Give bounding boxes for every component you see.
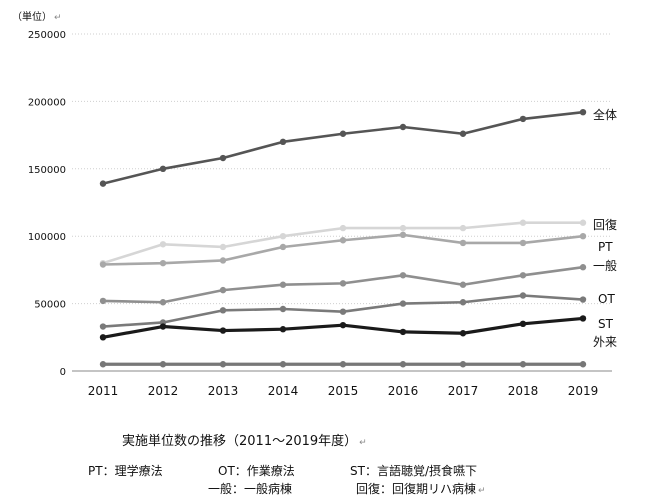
series-label: ST (598, 317, 614, 331)
series-line (102, 110, 584, 185)
data-point (159, 241, 167, 248)
data-point (159, 361, 167, 368)
data-point (399, 328, 407, 336)
y-tick-label: 150000 (28, 165, 66, 176)
data-point (279, 243, 287, 251)
data-point (519, 320, 527, 328)
data-point (519, 115, 527, 123)
data-point (279, 326, 287, 333)
data-point (399, 231, 407, 239)
data-point (399, 272, 407, 279)
x-tick-label: 2016 (388, 384, 419, 398)
data-point (399, 224, 407, 232)
footnote-pt: PT：理学療法 (88, 464, 163, 478)
data-point (519, 219, 527, 226)
chart-caption: 実施単位数の推移（2011～2019年度） ↵ (122, 434, 367, 449)
x-tick-label: 2017 (448, 384, 479, 398)
y-tick-label: 50000 (34, 300, 66, 311)
x-tick-label: 2014 (268, 384, 299, 398)
x-tick-label: 2012 (148, 384, 179, 398)
y-tick-label: 100000 (28, 232, 66, 243)
data-point (579, 233, 587, 240)
series-label: 一般 (593, 258, 617, 273)
footnote-ippan: 一般：一般病棟 (208, 482, 293, 496)
y-tick-label: 200000 (28, 97, 66, 108)
data-point (219, 286, 227, 294)
x-tick-label: 2018 (508, 384, 539, 398)
data-point (279, 233, 287, 240)
data-point (339, 130, 347, 137)
series-label: PT (598, 240, 613, 254)
data-point (339, 321, 347, 329)
unit-label: （単位） ↵ (12, 12, 62, 23)
y-tick-label: 250000 (28, 30, 66, 41)
data-point (99, 261, 107, 268)
data-point (579, 296, 587, 303)
data-point (459, 239, 467, 247)
data-point (399, 123, 407, 131)
data-point (339, 237, 347, 244)
data-point (219, 327, 227, 334)
x-tick-label: 2015 (328, 384, 359, 398)
data-point (99, 297, 107, 305)
data-point (579, 264, 587, 271)
series-label: 回復 (593, 217, 617, 232)
data-point (99, 361, 107, 368)
data-point (459, 224, 467, 232)
data-point (99, 180, 107, 187)
data-point (519, 361, 527, 368)
data-point (579, 108, 587, 116)
line-chart: 0 50000 100000 150000 200000 250000 2011 2012 20… (28, 30, 617, 398)
x-tick-label: 2019 (568, 384, 599, 398)
y-tick-label: 0 (60, 367, 66, 378)
data-point (519, 292, 527, 299)
x-tick-label: 2011 (88, 384, 119, 398)
data-point (519, 272, 527, 279)
data-point (459, 299, 467, 306)
data-point (219, 243, 227, 251)
data-point (159, 259, 167, 267)
data-point (159, 299, 167, 306)
data-point (459, 281, 467, 288)
data-point (219, 361, 227, 368)
data-point (219, 257, 227, 264)
x-tick-label: 2013 (208, 384, 239, 398)
data-point (219, 307, 227, 314)
footnote-st: ST：言語聴覚/摂食嚥下 (350, 464, 477, 478)
data-point (399, 300, 407, 307)
data-point (219, 154, 227, 162)
data-point (99, 334, 107, 341)
data-point (399, 361, 407, 368)
footnote-ot: OT：作業療法 (218, 464, 295, 478)
series-label: 全体 (593, 107, 617, 122)
series-label: OT (598, 292, 615, 306)
series-label: 外来 (593, 335, 617, 349)
data-point (519, 239, 527, 247)
data-point (279, 361, 287, 368)
data-point (339, 280, 347, 287)
data-point (579, 315, 587, 322)
data-point (339, 224, 347, 232)
data-point (159, 165, 167, 172)
data-point (279, 138, 287, 146)
data-point (459, 361, 467, 368)
data-point (579, 361, 587, 368)
footnote-kaifuku: 回復：回復期リハ病棟 ↵ (356, 482, 486, 496)
data-point (459, 130, 467, 137)
data-point (159, 323, 167, 330)
data-point (579, 219, 587, 226)
data-point (339, 361, 347, 368)
data-point (279, 305, 287, 313)
data-point (279, 281, 287, 288)
data-point (99, 323, 107, 330)
data-point (459, 330, 467, 337)
data-point (339, 308, 347, 315)
